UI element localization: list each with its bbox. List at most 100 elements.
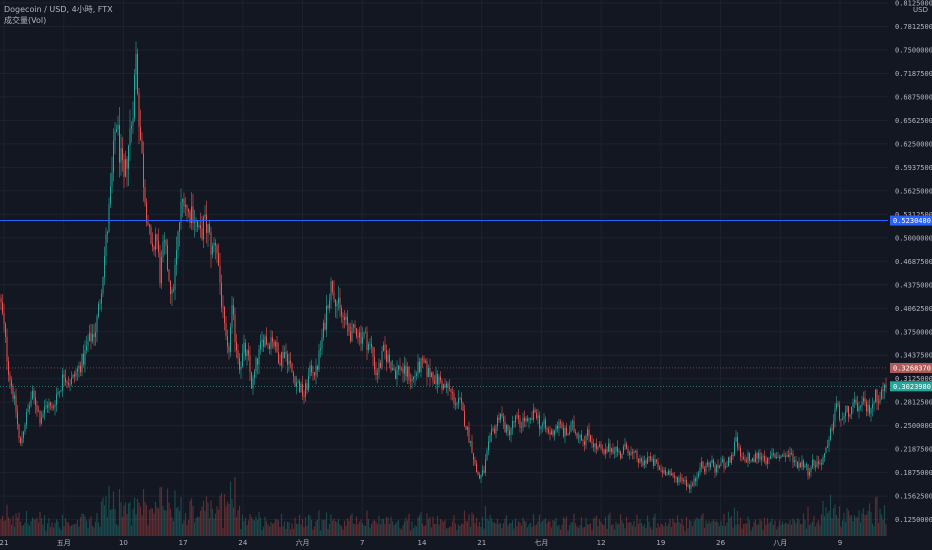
volume-bar — [397, 520, 400, 536]
candle-body — [392, 368, 393, 371]
volume-bar — [339, 524, 341, 536]
volume-bar — [804, 519, 806, 536]
volume-bar — [172, 521, 175, 536]
volume-bar — [708, 520, 710, 536]
candle-body — [437, 374, 438, 385]
candle-body — [282, 352, 284, 359]
volume-bar — [151, 508, 154, 536]
candle-body — [273, 341, 275, 347]
candle-body — [512, 420, 513, 429]
candle-body — [569, 431, 570, 434]
candle-body — [197, 220, 198, 228]
volume-bar — [589, 523, 592, 536]
candle-body — [98, 303, 99, 317]
volume-bar — [357, 524, 359, 536]
volume-bar — [867, 510, 869, 536]
candle-body — [314, 372, 315, 376]
candle-body — [180, 201, 182, 223]
volume-bar — [346, 518, 349, 536]
volume-bar — [363, 524, 365, 536]
candle-body — [648, 456, 650, 458]
volume-bar — [198, 516, 200, 536]
candle-body — [822, 457, 824, 465]
volume-bar — [690, 520, 692, 536]
volume-bar — [702, 513, 704, 536]
volume-bar — [378, 515, 380, 536]
candle-body — [101, 293, 102, 304]
candle-body — [528, 418, 530, 421]
candle-body — [26, 412, 27, 425]
candle-body — [758, 452, 759, 459]
volume-bar — [736, 510, 739, 536]
symbol-title[interactable]: Dogecoin / USD, 4小時, FTX — [4, 5, 113, 14]
candle-body — [155, 234, 156, 251]
candle-body — [81, 353, 83, 373]
volume-bar — [181, 523, 184, 536]
candle-body — [462, 403, 464, 411]
volume-bar — [279, 526, 281, 536]
volume-bar — [781, 521, 784, 536]
candle-body — [740, 447, 741, 457]
candle-body — [630, 452, 632, 455]
volume-indicator-label[interactable]: 成交量(Vol) — [4, 16, 47, 25]
candle-body — [632, 452, 633, 454]
price-axis-panel[interactable] — [888, 0, 932, 536]
volume-bar — [259, 517, 262, 536]
volume-bar — [712, 519, 715, 536]
volume-bar — [129, 501, 131, 536]
volume-bar — [706, 523, 709, 536]
candle-body — [297, 381, 299, 383]
volume-bar — [54, 522, 56, 536]
candle-body — [774, 454, 776, 459]
volume-bar — [402, 525, 404, 536]
volume-bar — [43, 515, 46, 536]
volume-bar — [774, 520, 776, 536]
volume-bar — [594, 517, 596, 536]
volume-bar — [24, 522, 26, 536]
volume-bar — [502, 523, 505, 536]
volume-bar — [679, 523, 682, 536]
candle-body — [618, 451, 620, 453]
candle-body — [413, 376, 414, 380]
time-axis-panel[interactable] — [0, 536, 932, 550]
candle-body — [102, 276, 104, 294]
volume-bar — [687, 528, 689, 536]
candle-body — [560, 421, 561, 424]
candle-body — [653, 458, 654, 466]
volume-bar — [535, 524, 538, 536]
volume-bar — [87, 527, 89, 536]
volume-bar — [217, 510, 220, 536]
volume-bar — [796, 518, 799, 536]
candle-body — [30, 399, 32, 406]
candle-body — [695, 478, 696, 482]
candle-body — [429, 367, 431, 378]
candle-body — [380, 362, 381, 368]
volume-bar — [84, 516, 86, 536]
candle-body — [755, 453, 756, 463]
candle-body — [83, 353, 84, 365]
volume-bar — [33, 519, 35, 536]
candle-body — [786, 454, 788, 457]
candle-body — [419, 361, 420, 372]
candle-body — [327, 305, 329, 309]
volume-bar — [105, 496, 107, 536]
candle-body — [756, 453, 758, 459]
volume-bar — [438, 524, 440, 536]
volume-bar — [319, 530, 322, 536]
candle-body — [275, 341, 276, 347]
volume-bar — [471, 512, 473, 536]
candle-body — [728, 457, 729, 467]
volume-bar — [504, 518, 506, 536]
volume-bar — [427, 519, 430, 536]
volume-bar — [376, 524, 379, 536]
candle-body — [699, 467, 701, 474]
volume-bar — [180, 496, 182, 536]
volume-bar — [228, 503, 230, 536]
candle-body — [753, 458, 755, 463]
volume-bar — [567, 530, 569, 536]
candle-body — [158, 240, 159, 253]
candle-body — [261, 339, 263, 343]
volume-bar — [153, 513, 155, 536]
volume-bar — [322, 519, 325, 536]
